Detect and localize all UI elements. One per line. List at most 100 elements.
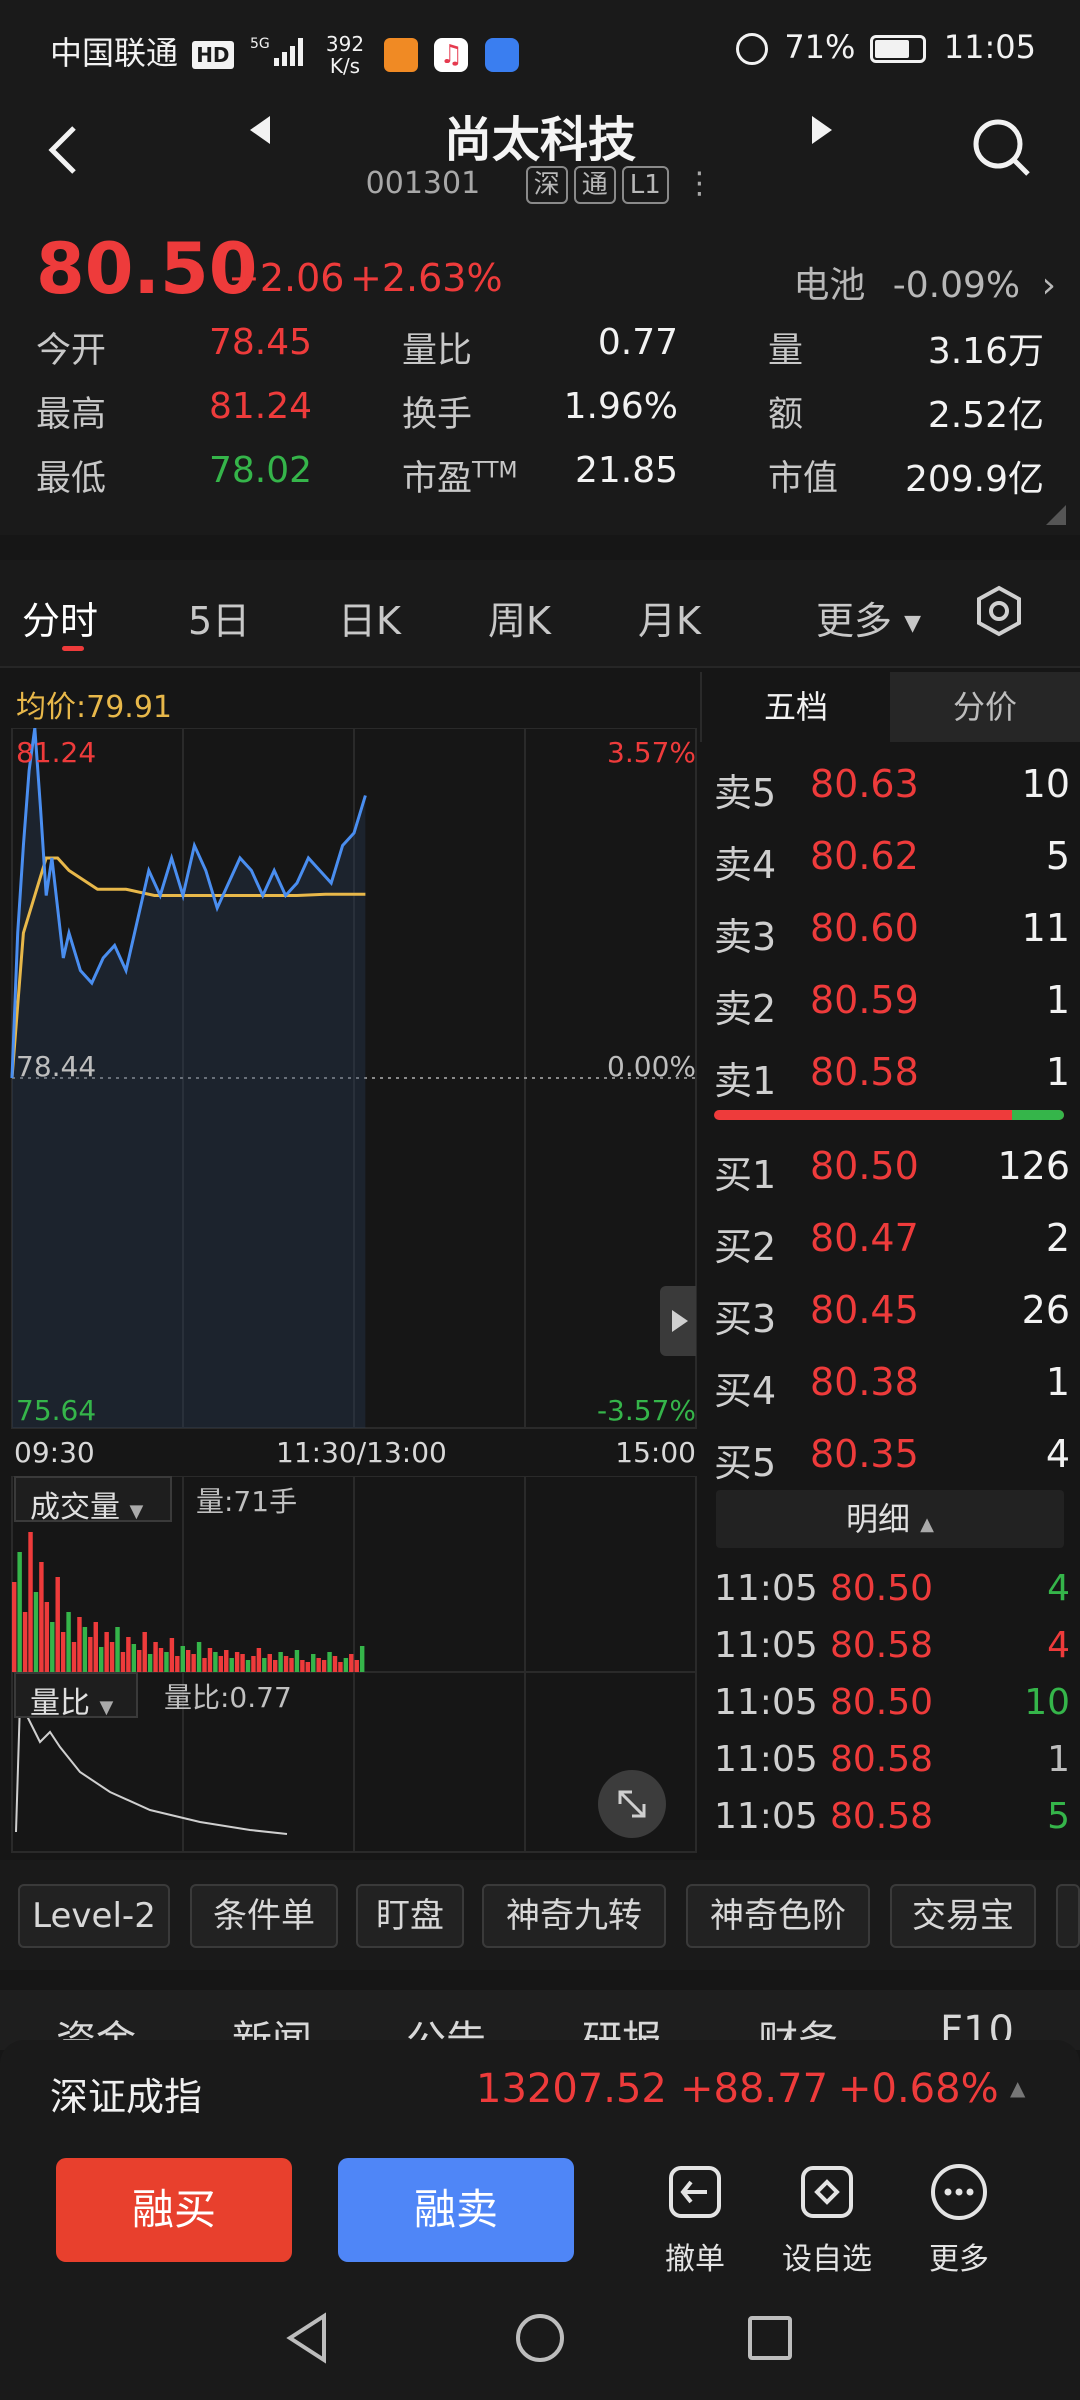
bid-level: 买2 bbox=[714, 1225, 777, 1269]
add-watchlist-action[interactable]: 设自选 bbox=[772, 2162, 882, 2278]
caret-up-icon[interactable]: ▲ bbox=[1010, 2076, 1026, 2100]
app-notify-icon bbox=[384, 38, 419, 72]
settings-icon[interactable] bbox=[972, 584, 1026, 642]
tab-daily-k[interactable]: 日K bbox=[338, 599, 401, 643]
intraday-chart[interactable]: 均价:79.91 81.24 3.57% 78.44 0.00% 75.64 -… bbox=[0, 668, 700, 1858]
trade-volume: 1 bbox=[1047, 1739, 1070, 1780]
next-stock-icon[interactable] bbox=[806, 110, 836, 154]
watchlist-icon bbox=[801, 2166, 853, 2218]
volume-bar bbox=[104, 1632, 109, 1672]
tool-conditional-order[interactable]: 条件单 bbox=[190, 1884, 338, 1948]
tab-price-distribution[interactable]: 分价 bbox=[890, 672, 1080, 742]
volume-bar bbox=[343, 1658, 349, 1672]
tab-intraday[interactable]: 分时 bbox=[22, 599, 99, 643]
volume-selector[interactable]: 成交量 ▼ bbox=[14, 1476, 172, 1525]
bid-row[interactable]: 买3 80.45 26 bbox=[714, 1278, 1074, 1350]
quote-label: 量比 bbox=[402, 331, 473, 371]
sector-link[interactable]: 电池 -0.09% › bbox=[793, 256, 1056, 308]
tool-watch[interactable]: 盯盘 bbox=[356, 1884, 464, 1948]
bid-row[interactable]: 买5 80.35 4 bbox=[714, 1422, 1074, 1494]
feature-toolbar: Level-2 条件单 盯盘 神奇九转 神奇色阶 交易宝 bbox=[0, 1860, 1080, 1970]
caret-down-icon: ▼ bbox=[129, 1501, 144, 1522]
connect-tag: 通 bbox=[573, 166, 616, 204]
ask-row[interactable]: 卖5 80.63 10 bbox=[714, 752, 1074, 824]
volume-bar bbox=[147, 1654, 153, 1672]
ratio-value: 量比:0.77 bbox=[164, 1681, 292, 1714]
expand-corner-icon[interactable] bbox=[1046, 505, 1066, 529]
quote-label: 今开 bbox=[36, 331, 107, 371]
ask-price: 80.63 bbox=[810, 762, 919, 806]
collapse-side-panel-button[interactable] bbox=[660, 1286, 696, 1356]
quote-label: 换手 bbox=[402, 395, 473, 435]
more-action[interactable]: 更多 bbox=[904, 2162, 1014, 2278]
index-change: +88.77 bbox=[680, 2066, 829, 2112]
volume-bar bbox=[169, 1638, 175, 1672]
more-dots-icon[interactable]: ⋮ bbox=[684, 166, 715, 201]
tool-level2[interactable]: Level-2 bbox=[18, 1884, 170, 1948]
ask-row[interactable]: 卖4 80.62 5 bbox=[714, 824, 1074, 896]
search-icon[interactable] bbox=[970, 116, 1034, 184]
ask-level: 卖5 bbox=[714, 771, 777, 815]
volume-ratio-chart-svg bbox=[11, 1672, 697, 1853]
tab-monthly-k[interactable]: 月K bbox=[638, 599, 701, 643]
volume-bar bbox=[224, 1650, 229, 1672]
volume-bar bbox=[321, 1660, 327, 1672]
tab-5day[interactable]: 5日 bbox=[188, 599, 251, 643]
volume-bar bbox=[39, 1562, 44, 1672]
nav-recents-icon[interactable] bbox=[746, 2312, 794, 2368]
bid-row[interactable]: 买2 80.47 2 bbox=[714, 1206, 1074, 1278]
pct-max-label: 3.57% bbox=[607, 736, 696, 769]
volume-bar bbox=[98, 1647, 104, 1672]
nav-home-icon[interactable] bbox=[514, 2310, 566, 2370]
tab-weekly-k[interactable]: 周K bbox=[488, 599, 551, 643]
volume-bar bbox=[180, 1646, 185, 1672]
prev-stock-icon[interactable] bbox=[246, 110, 276, 154]
bid-row[interactable]: 买4 80.38 1 bbox=[714, 1350, 1074, 1422]
status-right: 71% 11:05 bbox=[736, 28, 1036, 66]
volume-bar bbox=[71, 1642, 77, 1672]
volume-bar bbox=[153, 1642, 158, 1672]
bid-price: 80.38 bbox=[810, 1360, 919, 1404]
battery-pct: 71% bbox=[784, 28, 856, 66]
volume-bar bbox=[256, 1648, 262, 1672]
volume-bar bbox=[240, 1654, 245, 1672]
ask-row[interactable]: 卖1 80.58 1 bbox=[714, 1040, 1074, 1112]
quote-panel: 80.50 +2.06 +2.63% 电池 -0.09% › 今开 78.45 … bbox=[0, 220, 1080, 535]
svg-text:5G: 5G bbox=[250, 36, 270, 52]
chart-tabs: 分时 5日 日K 周K 月K 更多 ▼ bbox=[0, 560, 1080, 668]
volume-bar bbox=[175, 1656, 180, 1672]
ratio-selector[interactable]: 量比 ▼ bbox=[14, 1672, 138, 1721]
tool-more-cutoff[interactable] bbox=[1056, 1884, 1080, 1948]
back-icon[interactable] bbox=[44, 120, 94, 180]
signal-icon: 5G bbox=[250, 34, 308, 76]
volume-bar bbox=[196, 1642, 202, 1672]
volume-bar bbox=[272, 1660, 278, 1672]
volume-bar bbox=[131, 1644, 137, 1672]
cancel-order-action[interactable]: 撤单 bbox=[640, 2162, 750, 2278]
fullscreen-icon[interactable] bbox=[598, 1770, 666, 1838]
volume-bar bbox=[28, 1532, 33, 1672]
bid-ask-ratio-bar bbox=[714, 1110, 1064, 1120]
trade-time: 11:05 bbox=[714, 1625, 818, 1666]
detail-header[interactable]: 明细 ▲ bbox=[716, 1490, 1064, 1548]
trade-action-bar: 融买 融卖 撤单 设自选 更多 bbox=[0, 2140, 1080, 2280]
bid-price: 80.50 bbox=[810, 1144, 919, 1188]
volume-bar bbox=[115, 1627, 120, 1672]
bid-row[interactable]: 买1 80.50 126 bbox=[714, 1134, 1074, 1206]
browser-icon bbox=[484, 38, 519, 72]
margin-buy-button[interactable]: 融买 bbox=[56, 2158, 292, 2262]
music-icon: ♫ bbox=[434, 38, 469, 72]
tab-more[interactable]: 更多 ▼ bbox=[816, 590, 921, 645]
ask-row[interactable]: 卖2 80.59 1 bbox=[714, 968, 1074, 1040]
ask-row[interactable]: 卖3 80.60 11 bbox=[714, 896, 1074, 968]
volume-bar bbox=[311, 1654, 316, 1672]
tool-magic-nine[interactable]: 神奇九转 bbox=[482, 1884, 666, 1948]
nav-back-icon[interactable] bbox=[282, 2310, 332, 2370]
index-ticker[interactable]: 深证成指 13207.52 +88.77 +0.68% ▲ bbox=[0, 2040, 1080, 2140]
time-mid-label: 11:30/13:00 bbox=[276, 1436, 447, 1469]
tool-magic-color[interactable]: 神奇色阶 bbox=[686, 1884, 870, 1948]
tab-five-levels[interactable]: 五档 bbox=[700, 672, 890, 742]
margin-sell-button[interactable]: 融卖 bbox=[338, 2158, 574, 2262]
tool-trade-treasure[interactable]: 交易宝 bbox=[890, 1884, 1036, 1948]
bid-price: 80.47 bbox=[810, 1216, 919, 1260]
